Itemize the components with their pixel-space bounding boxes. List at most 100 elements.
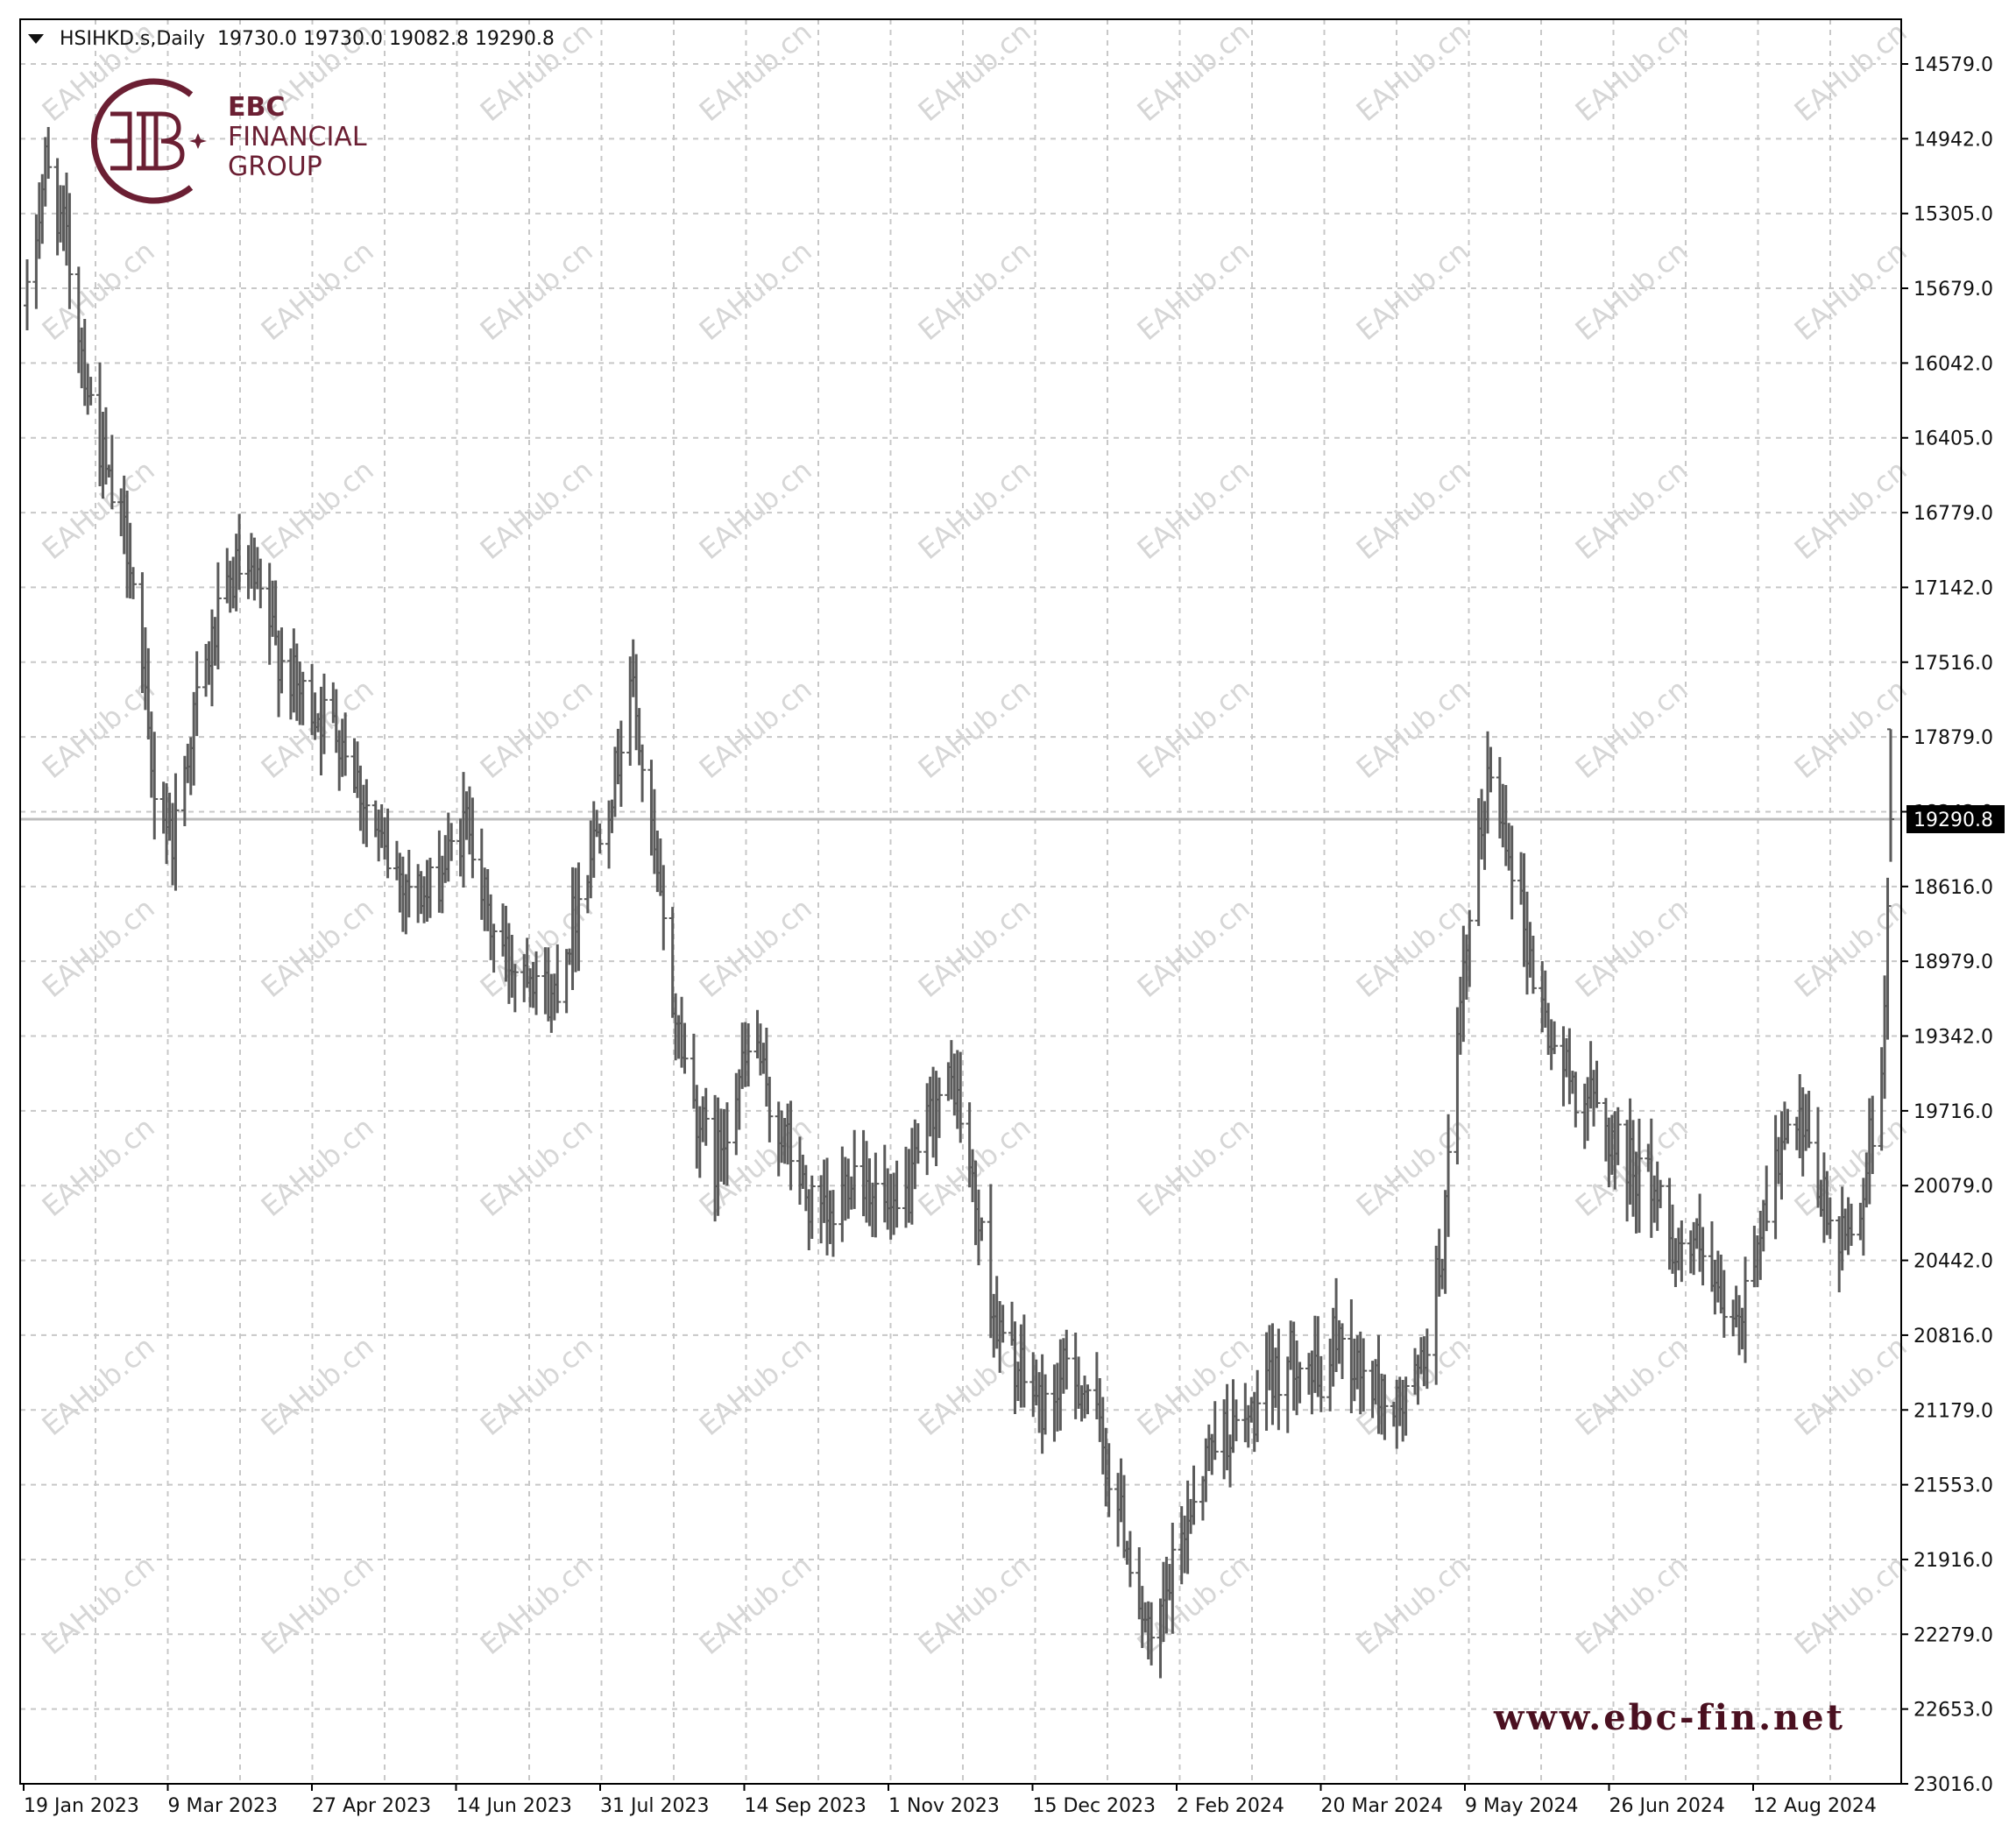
x-tick-label: 9 Mar 2023 [168, 1795, 278, 1817]
watermark-text: EAHub.cn [1131, 16, 1256, 129]
y-tick-label: 21916.0 [1913, 1550, 1993, 1572]
y-tick-label: 20079.0 [1913, 1176, 1993, 1198]
watermark-text: EAHub.cn [1569, 673, 1694, 786]
x-tick-label: 9 May 2024 [1465, 1795, 1578, 1817]
watermark-layer: EAHub.cn EAHub.cn EAHub.cn EAHub.cn EAHub.cn… [36, 16, 1913, 1662]
watermark-text: EAHub.cn [474, 1330, 599, 1443]
watermark-text: EAHub.cn [1131, 454, 1256, 567]
watermark-text: EAHub.cn [255, 235, 380, 348]
dropdown-triangle-icon[interactable] [28, 33, 44, 44]
logo-text: EBC FINANCIAL GROUP [228, 93, 367, 182]
y-tick-label: 17879.0 [1913, 727, 1993, 749]
watermark-text: EAHub.cn [1131, 1549, 1256, 1662]
watermark-text: EAHub.cn [36, 235, 161, 348]
watermark-text: EAHub.cn [1788, 454, 1913, 567]
ebc-monogram-icon [90, 78, 207, 204]
watermark-text: EAHub.cn [255, 892, 380, 1005]
x-tick-label: 26 Jun 2024 [1609, 1795, 1725, 1817]
watermark-text: EAHub.cn [1350, 1549, 1475, 1662]
logo-line-1: EBC [228, 92, 286, 123]
plot-border [19, 18, 1902, 1785]
x-tick-label: 31 Jul 2023 [600, 1795, 710, 1817]
watermark-text: EAHub.cn [474, 673, 599, 786]
watermark-text: EAHub.cn [1569, 1330, 1694, 1443]
last-price-tag[interactable]: 19290.8 [1906, 804, 2005, 833]
y-tick-label: 21553.0 [1913, 1475, 1993, 1497]
y-tick-label: 18616.0 [1913, 877, 1993, 899]
watermark-text: EAHub.cn [1350, 16, 1475, 129]
x-tick-label: 19 Jan 2023 [24, 1795, 139, 1817]
watermark-text: EAHub.cn [1788, 673, 1913, 786]
y-tick-label: 16042.0 [1913, 353, 1993, 375]
y-tick-label: 21179.0 [1913, 1400, 1993, 1422]
watermark-text: EAHub.cn [36, 892, 161, 1005]
watermark-text: EAHub.cn [693, 235, 818, 348]
watermark-text: EAHub.cn [36, 454, 161, 567]
price-bars [24, 126, 1894, 1679]
watermark-text: EAHub.cn [1569, 892, 1694, 1005]
x-tick-label: 2 Feb 2024 [1177, 1795, 1284, 1817]
watermark-text: EAHub.cn [1350, 454, 1475, 567]
watermark-text: EAHub.cn [1788, 892, 1913, 1005]
x-tick-label: 14 Sep 2023 [745, 1795, 867, 1817]
y-tick-label: 15305.0 [1913, 204, 1993, 226]
watermark-text: EAHub.cn [912, 235, 1037, 348]
y-tick-label: 23016.0 [1913, 1774, 1993, 1796]
y-tick-label: 15679.0 [1913, 279, 1993, 301]
watermark-text: EAHub.cn [912, 1549, 1037, 1662]
chart-frame [19, 18, 1902, 1785]
watermark-text: EAHub.cn [1569, 235, 1694, 348]
watermark-text: EAHub.cn [1350, 892, 1475, 1005]
watermark-text: EAHub.cn [1569, 1549, 1694, 1662]
x-tick-label: 14 Jun 2023 [456, 1795, 572, 1817]
watermark-text: EAHub.cn [1569, 16, 1694, 129]
watermark-text: EAHub.cn [1788, 1549, 1913, 1662]
watermark-text: EAHub.cn [1788, 1330, 1913, 1443]
ohlc-values: 19730.0 19730.0 19082.8 19290.8 [217, 27, 555, 50]
watermark-text: EAHub.cn [1131, 235, 1256, 348]
watermark-text: EAHub.cn [693, 1549, 818, 1662]
watermark-text: EAHub.cn [912, 673, 1037, 786]
watermark-text: EAHub.cn [36, 1111, 161, 1224]
y-tick-label: 17142.0 [1913, 577, 1993, 599]
watermark-text: EAHub.cn [1350, 235, 1475, 348]
watermark-text: EAHub.cn [1131, 1111, 1256, 1224]
symbol-label[interactable]: HSIHKD.s,Daily [60, 27, 206, 50]
last-price-tag-bg [1906, 804, 2005, 833]
watermark-text: EAHub.cn [255, 1330, 380, 1443]
x-tick-label: 20 Mar 2024 [1321, 1795, 1443, 1817]
watermark-text: EAHub.cn [912, 16, 1037, 129]
watermark-text: EAHub.cn [255, 1549, 380, 1662]
chart-header: HSIHKD.s,Daily 19730.0 19730.0 19082.8 1… [28, 23, 555, 54]
watermark-text: EAHub.cn [693, 892, 818, 1005]
y-tick-label: 20816.0 [1913, 1326, 1993, 1347]
y-tick-label: 18979.0 [1913, 951, 1993, 973]
grid [20, 19, 1901, 1785]
watermark-text: EAHub.cn [693, 16, 818, 129]
watermark-text: EAHub.cn [474, 235, 599, 348]
watermark-text: EAHub.cn [693, 673, 818, 786]
watermark-text: EAHub.cn [255, 1111, 380, 1224]
y-tick-label: 19342.0 [1913, 1027, 1993, 1049]
y-tick-label: 22653.0 [1913, 1700, 1993, 1722]
watermark-text: EAHub.cn [36, 1549, 161, 1662]
x-tick-label: 12 Aug 2024 [1753, 1795, 1877, 1817]
y-axis: 23016.0 22653.0 22279.0 21916.0 21553.0 21179… [1901, 54, 1993, 1796]
y-tick-label: 14579.0 [1913, 54, 1993, 76]
watermark-text: EAHub.cn [1788, 235, 1913, 348]
y-tick-label: 14942.0 [1913, 129, 1993, 151]
logo-line-3: GROUP [228, 152, 322, 182]
website-label[interactable]: www.ebc-fin.net [1494, 1697, 1845, 1738]
x-axis: 19 Jan 2023 9 Mar 2023 27 Apr 2023 14 Jun 2… [23, 1784, 1877, 1817]
watermark-text: EAHub.cn [693, 1330, 818, 1443]
x-tick-label: 27 Apr 2023 [312, 1795, 431, 1817]
y-tick-label: 20442.0 [1913, 1251, 1993, 1273]
ebc-logo: EBC FINANCIAL GROUP [75, 75, 391, 207]
watermark-text: EAHub.cn [255, 454, 380, 567]
x-tick-label: 15 Dec 2023 [1033, 1795, 1157, 1817]
x-tick-label: 1 Nov 2023 [888, 1795, 1000, 1817]
watermark-text: EAHub.cn [693, 454, 818, 567]
watermark-text: EAHub.cn [474, 1549, 599, 1662]
